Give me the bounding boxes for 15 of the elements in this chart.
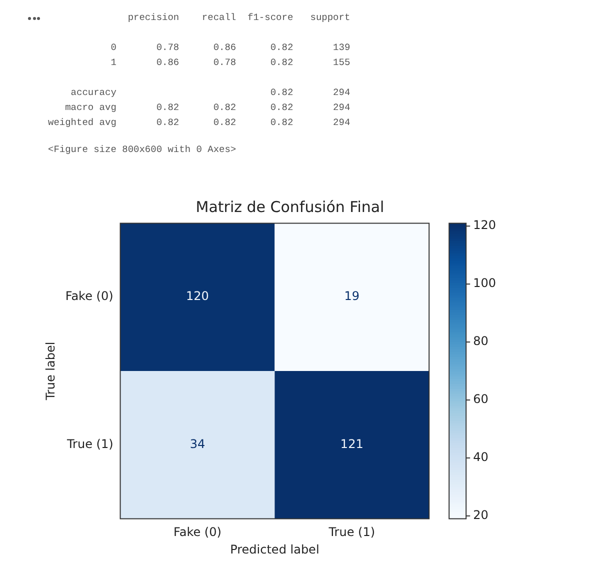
data-label: 19 — [344, 289, 360, 304]
color-bar-label: 40 — [473, 450, 488, 464]
text: <Figure size 800x600 with 0 Axes> — [48, 143, 238, 157]
color-bar-label: 100 — [473, 276, 496, 290]
chart-title: Matriz de Confusión Final — [196, 198, 384, 216]
data-label: 121 — [340, 437, 364, 452]
color-bar-label: 120 — [473, 218, 496, 232]
color-bar-label: 80 — [473, 334, 488, 348]
color-bar-label: 20 — [473, 508, 488, 522]
text: precision recall f1-score support 0 0.78 0.86 0.82 139 1 0.86 0.78 0.82 155 accuracy 0.82 294 macro avg 0.82 0.82 0.82 294 weighted avg 0.82 0.82 0.82 294 — [48, 12, 350, 128]
data-label: 120 — [186, 289, 209, 304]
y-axis-title: True label — [43, 342, 58, 402]
x-axis-title: Predicted label — [230, 542, 320, 557]
color-bar-label: 60 — [473, 392, 488, 406]
data-label: 34 — [190, 437, 206, 452]
